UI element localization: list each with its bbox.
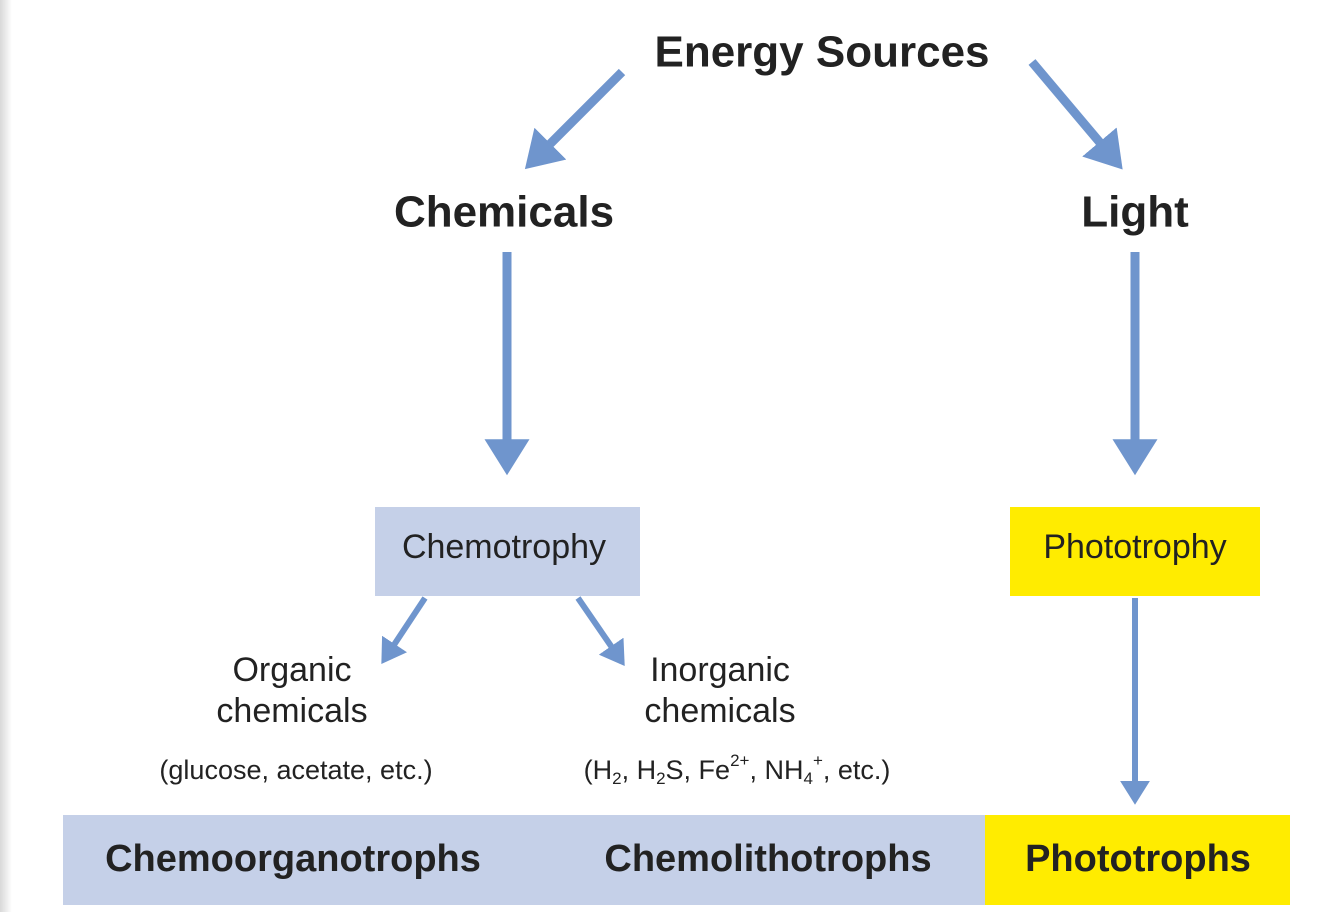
arrow [1028, 59, 1123, 170]
chemical-type: chemicals [216, 692, 367, 730]
chemical-type: chemicals [644, 692, 795, 730]
arrow [575, 596, 625, 666]
trophy-label: Chemotrophy [402, 528, 606, 566]
chemotroph-bar [63, 815, 985, 905]
frame-edge [0, 0, 12, 912]
chemotrophy-box [375, 507, 640, 596]
phototrophy-box [1010, 507, 1260, 596]
examples: (H2, H2S, Fe2+, NH4+, etc.) [584, 751, 891, 788]
text-part: S, Fe [666, 755, 731, 785]
superscript: + [813, 751, 823, 770]
subscript: 4 [803, 769, 812, 788]
arrow [381, 596, 428, 665]
examples: (glucose, acetate, etc.) [159, 755, 432, 785]
group-label: Chemoorganotrophs [105, 838, 481, 880]
text-part: , NH [749, 755, 803, 785]
trophy-label: Phototrophy [1043, 528, 1226, 566]
text-part: , H [622, 755, 657, 785]
chemical-type: Organic [232, 651, 351, 689]
text-part: (H [584, 755, 613, 785]
source-label: Light [1081, 188, 1189, 237]
group-label: Phototrophs [1025, 838, 1251, 880]
chemical-type: Inorganic [650, 651, 790, 689]
superscript: 2+ [730, 751, 749, 770]
group-label: Chemolithotrophs [604, 838, 931, 880]
subscript: 2 [612, 769, 621, 788]
subscript: 2 [656, 769, 665, 788]
phototroph-bar [985, 815, 1290, 905]
text-part: , etc.) [823, 755, 891, 785]
arrow [524, 68, 626, 170]
title: Energy Sources [654, 28, 989, 77]
source-label: Chemicals [394, 188, 614, 237]
